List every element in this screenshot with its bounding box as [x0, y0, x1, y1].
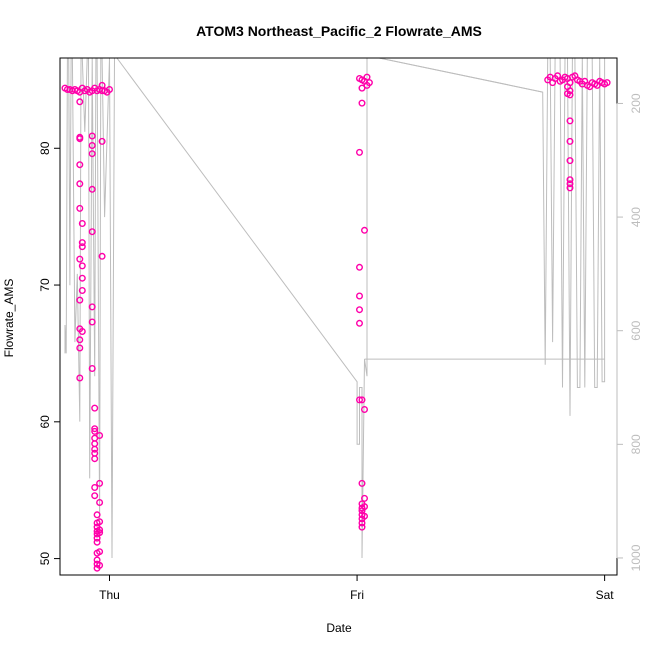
data-point: [91, 455, 99, 463]
data-point: [566, 176, 574, 184]
data-point: [96, 432, 104, 440]
data-point: [603, 79, 611, 87]
data-point: [96, 526, 104, 534]
data-point: [356, 148, 364, 156]
right-tick-label: 400: [629, 207, 643, 227]
data-point: [78, 219, 86, 227]
data-point: [358, 519, 366, 527]
data-point: [361, 494, 369, 502]
data-point: [76, 135, 84, 143]
data-point: [566, 117, 574, 125]
data-point: [78, 239, 86, 247]
data-point: [91, 425, 99, 433]
data-point: [98, 252, 106, 260]
x-tick-label: Thu: [99, 588, 120, 602]
connector-line: [379, 57, 543, 93]
data-point: [96, 518, 104, 526]
data-point: [88, 365, 96, 373]
data-point: [356, 319, 364, 327]
data-point: [566, 157, 574, 165]
y-tick-label: 50: [38, 552, 52, 566]
data-point: [356, 263, 364, 271]
data-point: [96, 499, 104, 507]
data-point: [358, 479, 366, 487]
data-point: [358, 523, 366, 531]
data-point: [356, 292, 364, 300]
data-point: [93, 511, 101, 519]
data-point: [76, 180, 84, 188]
data-point: [356, 306, 364, 314]
data-point: [78, 262, 86, 270]
y-tick-label: 70: [38, 278, 52, 292]
x-axis-label: Date: [326, 621, 352, 635]
data-point: [88, 150, 96, 158]
data-point: [93, 538, 101, 546]
data-point: [361, 512, 369, 520]
data-point: [566, 91, 574, 99]
y-axis: 50 60 70 80: [38, 141, 61, 566]
data-point: [554, 72, 562, 80]
data-point: [361, 226, 369, 234]
data-point: [91, 404, 99, 412]
chart-title: ATOM3 Northeast_Pacific_2 Flowrate_AMS: [196, 23, 482, 39]
data-point: [96, 529, 104, 537]
y-tick-label: 80: [38, 141, 52, 155]
data-point: [88, 141, 96, 149]
data-point: [363, 73, 371, 81]
x-tick-label: Fri: [350, 588, 364, 602]
series-points-group: [61, 72, 611, 572]
y-axis-right: 200 400 600 800 1000: [616, 93, 643, 571]
data-point: [78, 287, 86, 295]
x-axis: Thu Fri Sat: [99, 574, 615, 602]
data-point: [91, 445, 99, 453]
right-tick-label: 200: [629, 93, 643, 113]
data-point: [78, 328, 86, 336]
data-point: [91, 484, 99, 492]
y-axis-label: Flowrate_AMS: [2, 279, 16, 358]
data-point: [88, 185, 96, 193]
right-tick-label: 800: [629, 434, 643, 454]
data-point: [88, 318, 96, 326]
y-tick-label: 60: [38, 415, 52, 429]
data-point: [356, 396, 364, 404]
data-point: [566, 137, 574, 145]
x-tick-label: Sat: [596, 588, 615, 602]
data-point: [76, 296, 84, 304]
data-point: [76, 204, 84, 212]
data-point: [93, 556, 101, 564]
data-point: [96, 548, 104, 556]
data-point: [76, 336, 84, 344]
data-point: [566, 184, 574, 192]
data-point: [76, 255, 84, 263]
data-point: [76, 374, 84, 382]
data-point: [88, 228, 96, 236]
data-point: [91, 427, 99, 435]
data-point: [93, 534, 101, 542]
data-point: [76, 161, 84, 169]
data-point: [88, 303, 96, 311]
data-point: [96, 479, 104, 487]
data-point: [78, 274, 86, 282]
data-point: [361, 406, 369, 414]
data-point: [361, 503, 369, 511]
data-point: [76, 344, 84, 352]
data-point: [98, 81, 106, 89]
right-tick-label: 1000: [629, 544, 643, 571]
data-point: [358, 84, 366, 92]
data-point: [98, 137, 106, 145]
data-point: [76, 98, 84, 106]
data-point: [358, 99, 366, 107]
data-point: [96, 561, 104, 569]
data-point: [358, 396, 366, 404]
data-point: [101, 87, 109, 95]
right-tick-label: 600: [629, 320, 643, 340]
data-point: [78, 243, 86, 251]
data-point: [566, 180, 574, 188]
data-point: [88, 132, 96, 140]
data-point: [91, 492, 99, 500]
